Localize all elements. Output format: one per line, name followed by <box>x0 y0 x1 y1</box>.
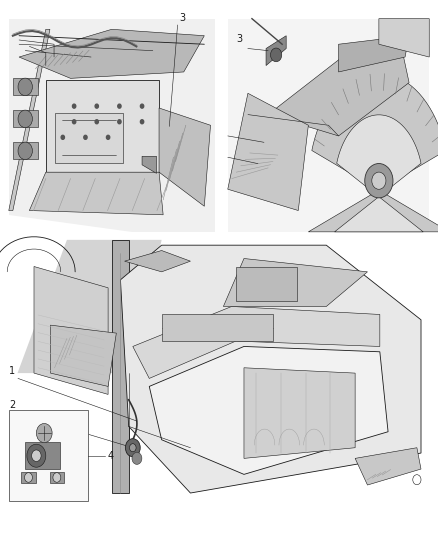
Polygon shape <box>133 306 380 378</box>
Circle shape <box>271 48 282 62</box>
Polygon shape <box>19 29 204 78</box>
Circle shape <box>365 164 393 198</box>
Circle shape <box>106 135 110 139</box>
Circle shape <box>53 473 61 482</box>
Text: 3: 3 <box>236 34 242 44</box>
Polygon shape <box>120 245 421 493</box>
Polygon shape <box>9 19 215 232</box>
Polygon shape <box>159 108 211 206</box>
Polygon shape <box>149 346 388 474</box>
Polygon shape <box>50 325 117 386</box>
Circle shape <box>141 104 144 108</box>
Text: 1: 1 <box>9 366 15 376</box>
Text: 4: 4 <box>107 451 113 461</box>
Polygon shape <box>266 36 286 66</box>
Circle shape <box>372 172 386 189</box>
Polygon shape <box>34 266 108 394</box>
Circle shape <box>27 444 46 467</box>
Polygon shape <box>223 259 367 306</box>
Circle shape <box>72 104 76 108</box>
Circle shape <box>61 135 64 139</box>
Polygon shape <box>13 142 38 159</box>
Circle shape <box>18 142 32 159</box>
Circle shape <box>118 120 121 124</box>
Circle shape <box>18 110 32 127</box>
Polygon shape <box>228 19 429 232</box>
Bar <box>9 410 88 501</box>
Polygon shape <box>335 115 423 232</box>
Circle shape <box>141 120 144 124</box>
Circle shape <box>32 450 41 462</box>
Polygon shape <box>25 442 60 469</box>
Polygon shape <box>228 93 308 211</box>
Circle shape <box>125 439 140 457</box>
Polygon shape <box>162 314 273 341</box>
Circle shape <box>118 104 121 108</box>
Polygon shape <box>9 29 50 211</box>
Polygon shape <box>308 74 438 232</box>
Text: 3: 3 <box>180 13 186 23</box>
Polygon shape <box>13 110 38 127</box>
Polygon shape <box>29 172 163 215</box>
Circle shape <box>130 443 136 452</box>
Circle shape <box>18 78 32 95</box>
Circle shape <box>72 120 76 124</box>
Polygon shape <box>18 240 162 373</box>
Polygon shape <box>379 19 429 57</box>
Polygon shape <box>21 472 36 483</box>
Circle shape <box>95 104 99 108</box>
Polygon shape <box>46 80 159 172</box>
Polygon shape <box>355 448 421 485</box>
Polygon shape <box>244 368 355 458</box>
Circle shape <box>25 473 32 482</box>
Polygon shape <box>339 36 409 72</box>
Polygon shape <box>112 240 129 493</box>
Polygon shape <box>50 472 64 483</box>
Polygon shape <box>13 78 38 95</box>
Polygon shape <box>124 251 191 272</box>
Circle shape <box>36 423 52 442</box>
Circle shape <box>132 453 142 464</box>
Polygon shape <box>142 156 156 173</box>
Text: 2: 2 <box>9 400 15 410</box>
Circle shape <box>84 135 87 139</box>
Polygon shape <box>236 266 297 301</box>
Polygon shape <box>55 112 123 163</box>
Circle shape <box>95 120 99 124</box>
Polygon shape <box>268 36 409 136</box>
